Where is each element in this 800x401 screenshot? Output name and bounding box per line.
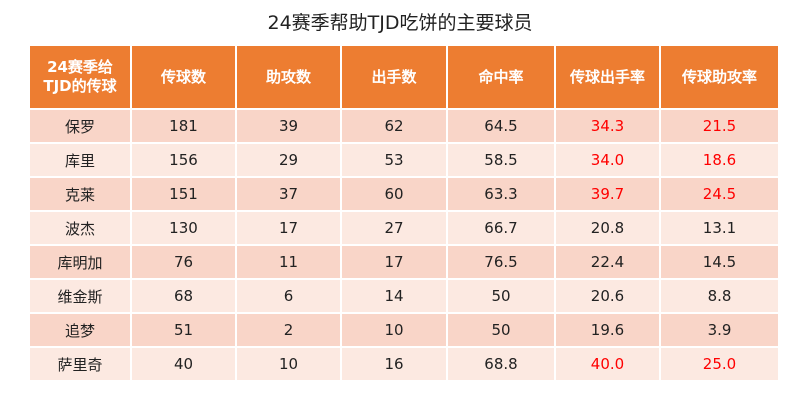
table-cell: 151 (130, 176, 237, 212)
table-cell: 130 (130, 210, 237, 246)
player-name: 库里 (28, 142, 132, 178)
header-row: 24赛季给 TJD的传球 传球数 助攻数 出手数 命中率 传球出手率 传球助攻率 (28, 44, 780, 110)
table-cell: 17 (235, 210, 342, 246)
table-cell: 66.7 (446, 210, 556, 246)
table-cell: 39.7 (554, 176, 661, 212)
table-cell: 50 (446, 312, 556, 348)
column-header: 传球助攻率 (659, 44, 780, 110)
player-name: 维金斯 (28, 278, 132, 314)
player-name: 萨里奇 (28, 346, 132, 382)
player-name: 库明加 (28, 244, 132, 280)
table-cell: 6 (235, 278, 342, 314)
table-cell: 60 (340, 176, 448, 212)
table-cell: 62 (340, 108, 448, 144)
table-row: 波杰 130 17 27 66.7 20.8 13.1 (28, 210, 780, 246)
column-header: 命中率 (446, 44, 556, 110)
table-cell: 156 (130, 142, 237, 178)
column-header: 传球出手率 (554, 44, 661, 110)
table-row: 保罗 181 39 62 64.5 34.3 21.5 (28, 108, 780, 144)
table-cell: 25.0 (659, 346, 780, 382)
table-row: 克莱 151 37 60 63.3 39.7 24.5 (28, 176, 780, 212)
table-row: 维金斯 68 6 14 50 20.6 8.8 (28, 278, 780, 314)
table-row: 库明加 76 11 17 76.5 22.4 14.5 (28, 244, 780, 280)
table-cell: 14.5 (659, 244, 780, 280)
table-cell: 8.8 (659, 278, 780, 314)
column-header: 出手数 (340, 44, 448, 110)
table-cell: 10 (235, 346, 342, 382)
table-cell: 29 (235, 142, 342, 178)
table-cell: 181 (130, 108, 237, 144)
table-cell: 14 (340, 278, 448, 314)
table-cell: 63.3 (446, 176, 556, 212)
table-cell: 2 (235, 312, 342, 348)
data-table: 24赛季给 TJD的传球 传球数 助攻数 出手数 命中率 传球出手率 传球助攻率 保罗 181… (28, 44, 780, 382)
table-cell: 68.8 (446, 346, 556, 382)
player-name: 克莱 (28, 176, 132, 212)
player-name: 保罗 (28, 108, 132, 144)
player-name: 波杰 (28, 210, 132, 246)
table-cell: 64.5 (446, 108, 556, 144)
player-name: 追梦 (28, 312, 132, 348)
table-cell: 17 (340, 244, 448, 280)
table-cell: 10 (340, 312, 448, 348)
table-cell: 51 (130, 312, 237, 348)
table-cell: 40 (130, 346, 237, 382)
column-header: 助攻数 (235, 44, 342, 110)
table-cell: 27 (340, 210, 448, 246)
table-cell: 20.6 (554, 278, 661, 314)
table-cell: 76 (130, 244, 237, 280)
table-cell: 3.9 (659, 312, 780, 348)
table-cell: 40.0 (554, 346, 661, 382)
table-cell: 22.4 (554, 244, 661, 280)
table-cell: 39 (235, 108, 342, 144)
table-cell: 34.0 (554, 142, 661, 178)
table-cell: 50 (446, 278, 556, 314)
table-cell: 24.5 (659, 176, 780, 212)
table-row: 库里 156 29 53 58.5 34.0 18.6 (28, 142, 780, 178)
table-cell: 53 (340, 142, 448, 178)
table-row: 追梦 51 2 10 50 19.6 3.9 (28, 312, 780, 348)
table-cell: 18.6 (659, 142, 780, 178)
table-cell: 68 (130, 278, 237, 314)
table-cell: 37 (235, 176, 342, 212)
column-header: 24赛季给 TJD的传球 (28, 44, 132, 110)
table-body: 保罗 181 39 62 64.5 34.3 21.5 库里 156 29 53 58.5 34.0 18… (28, 108, 780, 382)
table-cell: 16 (340, 346, 448, 382)
table-title: 24赛季帮助TJD吃饼的主要球员 (267, 12, 533, 34)
table-cell: 13.1 (659, 210, 780, 246)
table-cell: 34.3 (554, 108, 661, 144)
table-cell: 76.5 (446, 244, 556, 280)
table-cell: 58.5 (446, 142, 556, 178)
table-cell: 11 (235, 244, 342, 280)
table-cell: 19.6 (554, 312, 661, 348)
table-row: 萨里奇 40 10 16 68.8 40.0 25.0 (28, 346, 780, 382)
table-cell: 21.5 (659, 108, 780, 144)
table-cell: 20.8 (554, 210, 661, 246)
column-header: 传球数 (130, 44, 237, 110)
